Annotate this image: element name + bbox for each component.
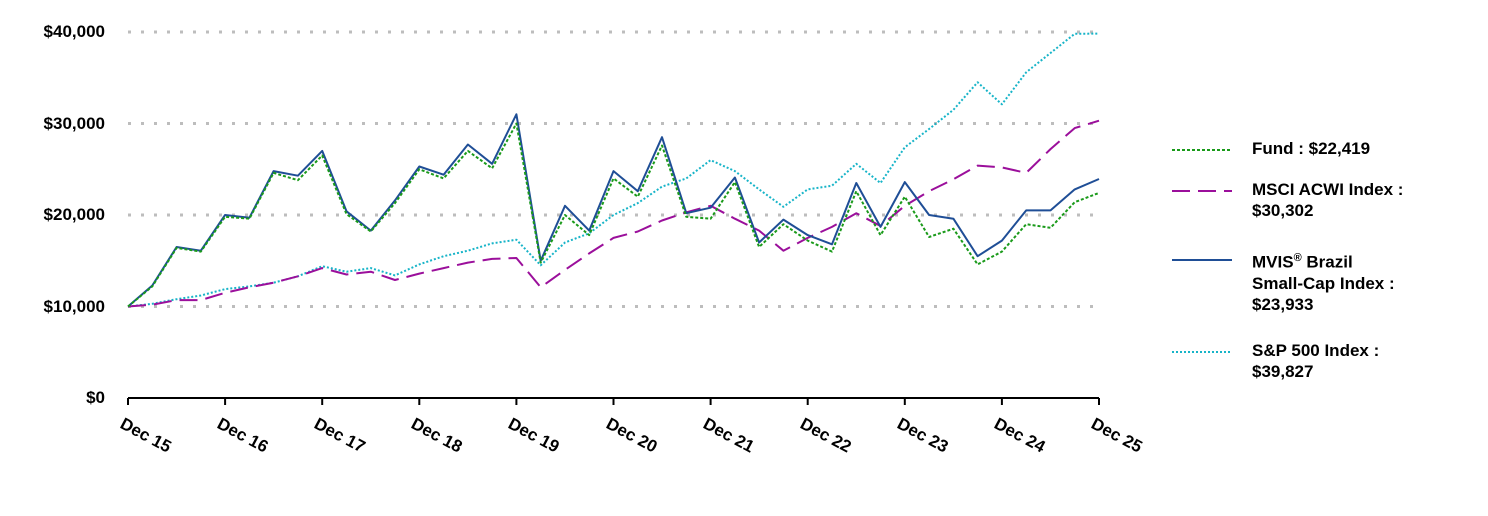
series-line-msci-acwi-index [127,119,1100,308]
legend-label-line2: Small-Cap Index : [1252,273,1395,293]
legend-label-sp500: S&P 500 Index : $39,827 [1252,340,1472,382]
y-tick-label: $20,000 [43,205,105,224]
legend-label-fund: Fund : $22,419 [1252,139,1371,158]
series-line-s-p-500-index [127,32,1100,308]
series-lines [127,32,1100,308]
y-tick-label: $40,000 [43,22,105,41]
series-line-mvis-brazil-small-cap-index [127,113,1100,308]
legend-label-mvis-brazil: MVIS® Brazil Small-Cap Index : $23,933 [1252,248,1472,315]
legend-label-brazil: Brazil [1301,252,1353,272]
y-tick-label: $30,000 [43,113,105,133]
legend-label-line1: MSCI ACWI Index : [1252,180,1404,199]
legend-swatch-msci-acwi [1172,190,1232,192]
legend-label-line2: $39,827 [1252,362,1314,381]
gridlines [128,30,1099,308]
x-axis [127,397,1100,405]
legend-swatch-mvis-brazil [1172,259,1232,261]
legend-swatch-sp500 [1172,351,1232,353]
legend-label-msci-acwi: MSCI ACWI Index : $30,302 [1252,179,1472,221]
legend-label-line1: MVIS® Brazil [1252,248,1472,273]
y-tick-label: $0 [86,388,105,407]
y-tick-label: $10,000 [43,296,105,316]
legend-swatch-fund [1172,149,1232,151]
legend-label-line3: $23,933 [1252,294,1314,314]
registered-mark: ® [1293,252,1302,264]
series-line-fund [127,122,1100,308]
legend-label-line1: S&P 500 Index : [1252,341,1380,360]
legend-label-mvis: MVIS [1252,252,1294,272]
legend-label-line2: $30,302 [1252,201,1314,220]
